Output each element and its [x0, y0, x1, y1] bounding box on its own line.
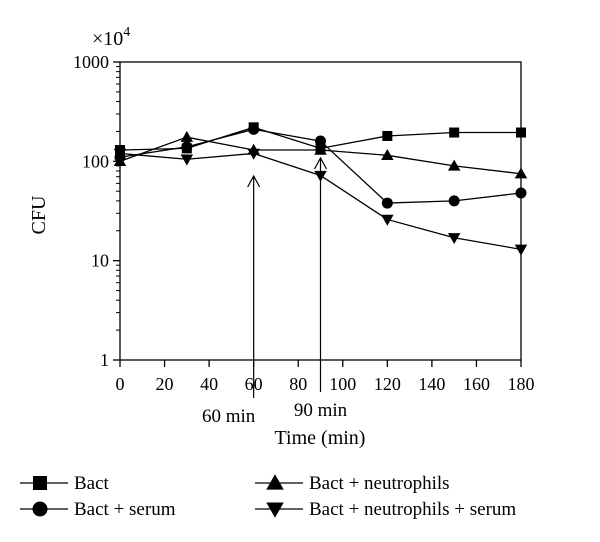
- data-point: [181, 141, 193, 153]
- data-point: [516, 127, 526, 138]
- legend: Bact Bact + serum Bact + neutrophils Bact +…: [20, 473, 516, 520]
- x-tick-label: 0: [116, 374, 125, 394]
- x-axis-label: Time (min): [275, 427, 366, 449]
- data-point: [381, 197, 393, 209]
- data-point: [180, 130, 194, 142]
- y-axis-label: CFU: [28, 195, 50, 234]
- data-point: [514, 244, 528, 256]
- x-tick-label: 40: [200, 374, 218, 394]
- y-tick-label: 1000: [73, 52, 109, 72]
- data-point: [449, 127, 460, 138]
- data-point: [448, 195, 460, 207]
- x-tick-label: 100: [329, 374, 356, 394]
- data-point: [515, 187, 527, 199]
- legend-marker: [266, 502, 284, 518]
- annotation-label: 90 min: [294, 400, 348, 421]
- data-point: [514, 167, 528, 179]
- legend-marker: [33, 476, 47, 490]
- legend-marker: [266, 474, 284, 490]
- x-tick-label: 20: [156, 374, 174, 394]
- annotation-arrow-head: [247, 174, 261, 188]
- data-point: [315, 135, 326, 147]
- x-tick-label: 160: [463, 374, 490, 394]
- data-point: [447, 159, 461, 171]
- data-point: [382, 130, 393, 141]
- data-point: [248, 123, 260, 135]
- legend-label: Bact: [74, 473, 110, 494]
- legend-label: Bact + neutrophils + serum: [309, 499, 516, 520]
- data-point: [180, 154, 194, 166]
- legend-label: Bact + serum: [74, 499, 176, 520]
- data-point: [113, 155, 127, 167]
- multiplier-label: ×104: [92, 25, 130, 50]
- data-point: [113, 148, 127, 160]
- legend-marker: [32, 501, 48, 517]
- legend-label: Bact + neutrophils: [309, 473, 450, 494]
- data-point: [447, 233, 461, 245]
- y-tick-label: 100: [82, 151, 109, 171]
- annotation-arrow-head: [313, 156, 328, 170]
- x-tick-label: 140: [418, 374, 445, 394]
- y-tick-label: 10: [91, 251, 109, 271]
- data-point: [314, 170, 327, 182]
- data-point: [381, 214, 394, 226]
- x-tick-label: 180: [508, 374, 535, 394]
- data-point: [381, 149, 394, 160]
- annotation-label: 60 min: [202, 406, 256, 427]
- data-point: [314, 143, 327, 155]
- x-tick-label: 120: [374, 374, 401, 394]
- x-tick-label: 80: [289, 374, 307, 394]
- data-point: [247, 148, 260, 160]
- y-tick-label: 1: [100, 350, 109, 370]
